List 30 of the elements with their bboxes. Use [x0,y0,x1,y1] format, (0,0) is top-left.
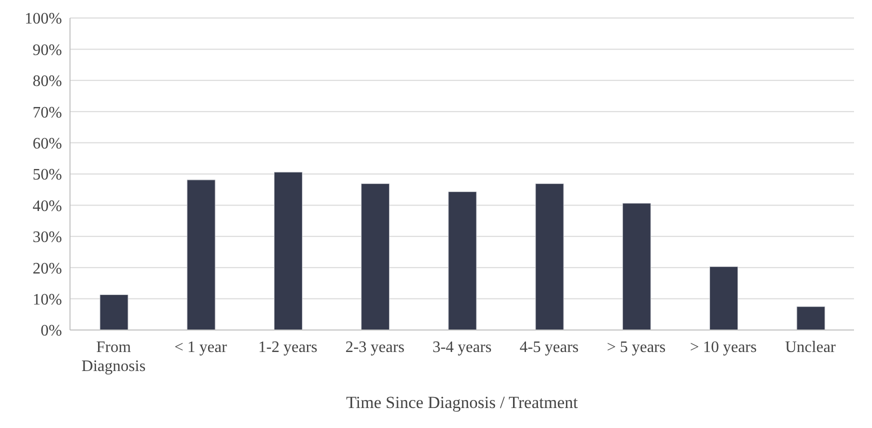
y-tick-label: 60% [32,135,62,152]
bar [186,180,216,330]
x-tick-label: > 5 years [606,339,666,356]
y-tick-label: 90% [32,42,62,59]
x-axis-title: Time Since Diagnosis / Treatment [346,393,578,412]
x-tick-label: 2-3 years [345,339,404,356]
bar [448,192,477,330]
bar [796,306,826,330]
x-tick-label: 4-5 years [520,339,579,356]
bar [710,266,738,330]
y-tick-label: 50% [32,166,62,184]
bar [361,183,390,330]
y-tick-label: 0% [40,322,62,340]
bar [274,172,302,330]
y-tick-label: 10% [32,291,62,308]
x-tick-label: < 1 year [174,339,228,356]
y-tick-label: 30% [32,229,62,246]
bar [535,183,564,330]
x-tick-label: 3-4 years [432,339,492,356]
y-tick-label: 100% [24,10,62,28]
y-tick-label: 40% [32,198,62,215]
x-tick-label: From Diagnosis [82,339,146,375]
y-tick-label: 20% [32,260,62,278]
x-tick-label: > 10 years [690,339,757,356]
x-tick-label: Unclear [785,339,836,356]
bar [622,203,651,330]
x-tick-label: 1-2 years [258,339,318,356]
y-tick-label: 80% [32,73,62,90]
y-tick-label: 70% [32,104,62,122]
bar [100,294,128,330]
